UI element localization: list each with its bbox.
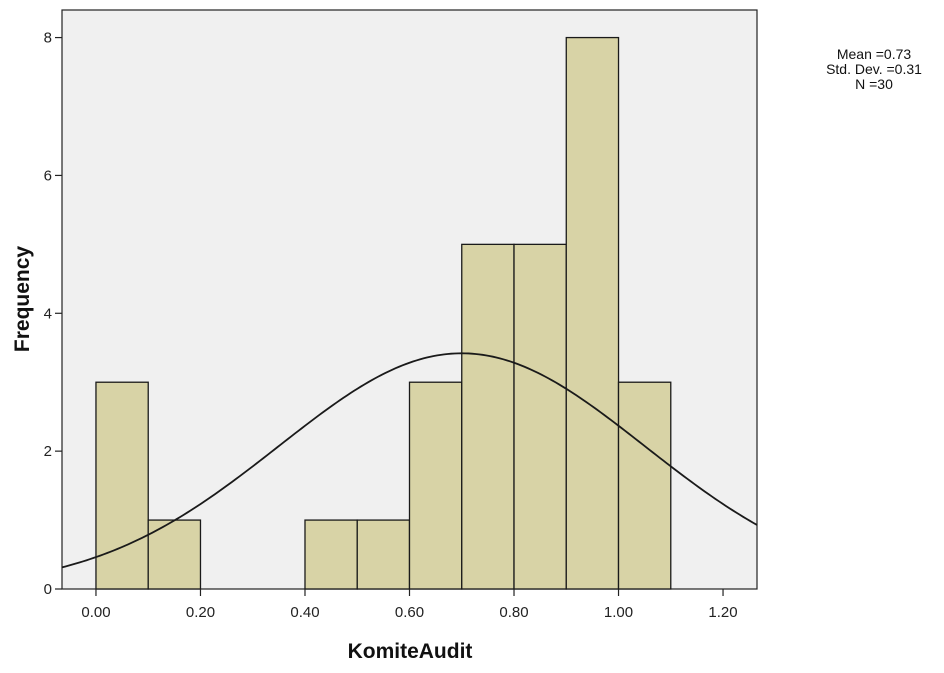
stats-std-dev: Std. Dev. =0.31 [826,61,922,77]
y-tick-label: 0 [44,581,52,598]
histogram-bar [617,381,672,590]
histogram-bar [565,36,620,590]
x-tick-label: 0.00 [81,604,110,621]
y-axis-ticks: 0 2 4 6 8 [44,30,62,598]
y-tick-label: 4 [44,305,52,322]
histogram-bar [95,381,149,590]
y-tick-label: 6 [44,167,52,184]
normal-curve [61,352,758,569]
x-tick-label: 0.80 [499,604,528,621]
x-tick-label: 0.60 [395,604,424,621]
x-axis-ticks: 0.00 0.20 0.40 0.60 0.80 1.00 1.20 [81,589,738,621]
histogram-bar [461,243,515,590]
y-tick-label: 2 [44,443,52,460]
histogram-bar [356,519,411,590]
y-axis-label: Frequency [11,246,34,353]
x-tick-label: 0.40 [290,604,319,621]
stats-n: N =30 [855,76,893,92]
histogram-bar [304,519,358,590]
y-tick-label: 8 [44,30,52,47]
x-tick-label: 0.20 [186,604,215,621]
x-axis-label: KomiteAudit [348,640,473,663]
histogram-bar [513,243,567,590]
histogram-bar [408,381,463,590]
x-tick-label: 1.20 [708,604,737,621]
stats-mean: Mean =0.73 [836,46,912,62]
x-tick-label: 1.00 [604,604,633,621]
